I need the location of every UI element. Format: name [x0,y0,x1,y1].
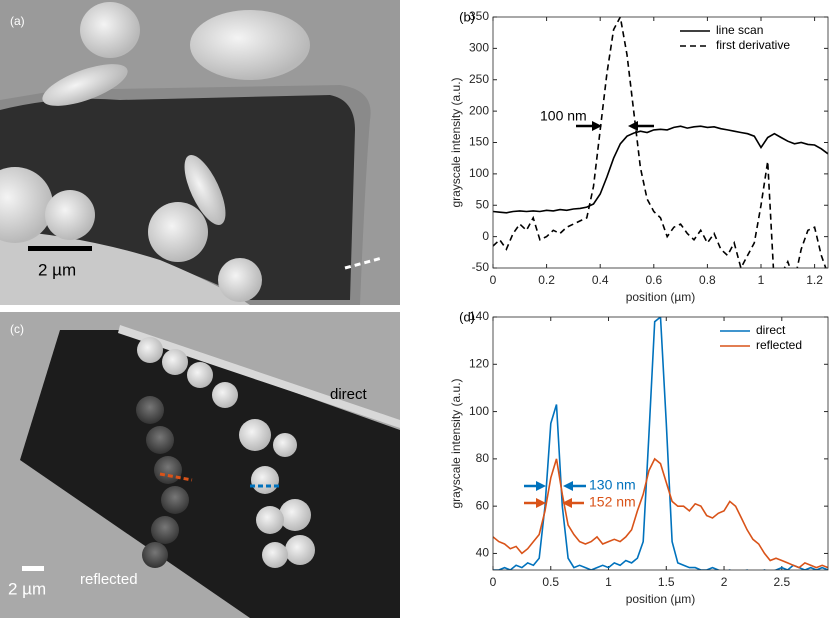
legend-label: direct [756,323,786,337]
x-tick-label: 0.6 [645,273,662,287]
annotation: 130 nm [589,477,636,493]
x-tick-label: 0 [490,575,497,589]
panel-label: (b) [459,9,475,24]
y-tick-label: 200 [469,103,489,117]
y-tick-label: 80 [476,451,490,465]
x-tick-label: 0.4 [592,273,609,287]
scale-bar-label: 2 µm [8,579,46,598]
plot-frame [492,316,829,571]
legend-box [714,321,824,357]
legend-label: reflected [756,338,802,352]
data-line [493,317,828,570]
arrow-head [628,121,638,131]
y-tick-label: -50 [472,260,490,274]
data-line [493,457,828,569]
x-tick-label: 2.5 [773,575,790,589]
y-tick-label: 140 [469,309,489,323]
x-tick-label: 0 [490,273,497,287]
x-tick-label: 1.5 [658,575,675,589]
scale-bar-label: 2 µm [38,260,76,279]
data-line [493,125,828,214]
y-tick-label: 250 [469,72,489,86]
y-tick-label: 40 [476,546,490,560]
annotation: 152 nm [589,494,636,510]
image-text: reflected [80,571,138,588]
panel-label: (d) [459,309,475,324]
x-tick-label: 1.2 [806,273,823,287]
y-tick-label: 150 [469,135,489,149]
arrow-head [536,498,546,508]
y-tick-label: 100 [469,166,489,180]
x-tick-label: 1 [605,575,612,589]
y-axis-label: grayscale intensity (a.u.) [449,77,463,207]
y-tick-label: 0 [482,229,489,243]
legend-label: first derivative [716,38,790,52]
arrow-head [562,498,572,508]
x-axis-label: position (µm) [626,592,696,606]
sem-image-c [0,312,400,618]
x-tick-label: 0.2 [538,273,555,287]
x-axis-label: position (µm) [626,290,696,304]
x-tick-label: 0.8 [699,273,716,287]
sem-image-a [0,0,400,305]
y-axis-label: grayscale intensity (a.u.) [449,378,463,508]
arrow-head [592,121,602,131]
y-tick-label: 60 [476,498,490,512]
data-line [493,17,827,268]
image-text: direct [330,386,368,403]
y-tick-label: 100 [469,404,489,418]
plot-area [493,17,828,268]
x-tick-label: 2 [721,575,728,589]
legend-label: line scan [716,23,763,37]
arrow-head [536,481,546,491]
annotation: 100 nm [540,108,587,124]
x-tick-label: 0.5 [542,575,559,589]
plot-frame [492,16,829,269]
y-tick-label: 300 [469,41,489,55]
y-tick-label: 50 [476,197,490,211]
arrow-head [563,481,573,491]
panel-label: (c) [10,322,24,336]
panel-label: (a) [10,14,25,28]
legend-box [674,21,824,57]
y-tick-label: 350 [469,9,489,23]
y-tick-label: 120 [469,356,489,370]
x-tick-label: 1 [758,273,765,287]
